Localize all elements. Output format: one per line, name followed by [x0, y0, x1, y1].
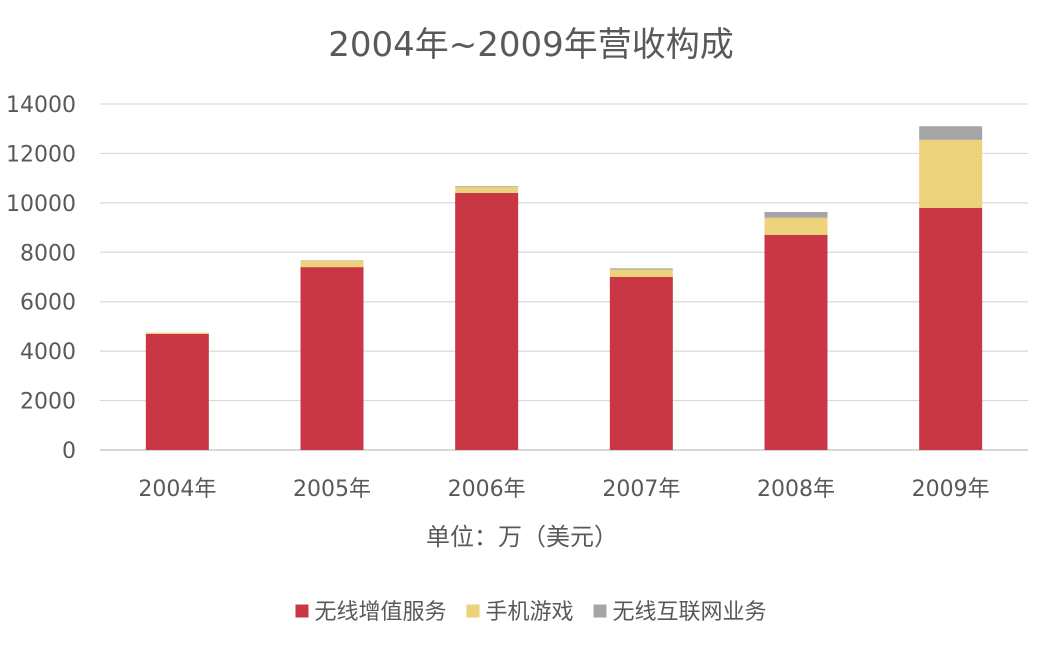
y-tick-label: 12000: [6, 142, 76, 167]
x-tick-label: 2006年: [448, 477, 526, 502]
legend-swatch: [466, 605, 479, 618]
bar-segment-series-2-cat-2: [455, 186, 518, 187]
legend-label: 手机游戏: [485, 600, 573, 625]
legend: 无线增值服务 手机游戏 无线互联网业务: [295, 600, 766, 625]
x-axis-label: 单位：万（美元）: [426, 523, 618, 551]
bar-segment-series-0-cat-1: [301, 267, 364, 450]
x-tick-label: 2008年: [757, 477, 835, 502]
bar-segment-series-1-cat-0: [146, 333, 209, 334]
x-tick-label: 2007年: [602, 477, 680, 502]
y-tick-label: 6000: [20, 291, 76, 316]
y-tick-label: 2000: [20, 390, 76, 415]
bar-segment-series-2-cat-5: [919, 126, 982, 140]
x-tick-label: 2009年: [912, 477, 990, 502]
bar-segment-series-0-cat-0: [146, 334, 209, 450]
legend-label: 无线互联网业务: [613, 600, 767, 625]
y-tick-label: 0: [62, 439, 76, 464]
bar-segment-series-2-cat-4: [765, 212, 828, 218]
bar-segment-series-1-cat-1: [301, 261, 364, 267]
bar-segment-series-0-cat-4: [765, 235, 828, 450]
bar-segment-series-1-cat-4: [765, 218, 828, 235]
x-axis-ticks: 2004年 2005年 2006年 2007年 2008年 2009年: [138, 477, 989, 502]
gridlines: [100, 104, 1028, 450]
legend-swatch: [295, 605, 308, 618]
y-tick-label: 10000: [6, 192, 76, 217]
legend-swatch: [594, 605, 607, 618]
y-axis-ticks: 0 2000 4000 6000 8000 10000 12000 14000: [6, 93, 76, 464]
bar-segment-series-1-cat-2: [455, 187, 518, 193]
x-tick-label: 2004年: [138, 477, 216, 502]
chart-title: 2004年~2009年营收构成: [328, 25, 734, 65]
y-tick-label: 8000: [20, 241, 76, 266]
legend-label: 无线增值服务: [314, 600, 446, 625]
bar-segment-series-0-cat-3: [610, 277, 673, 450]
bar-segment-series-0-cat-5: [919, 208, 982, 450]
bar-segment-series-1-cat-3: [610, 270, 673, 277]
bar-segment-series-0-cat-2: [455, 193, 518, 450]
y-tick-label: 4000: [20, 340, 76, 365]
bar-segment-series-1-cat-5: [919, 140, 982, 208]
bars: [146, 126, 982, 450]
x-tick-label: 2005年: [293, 477, 371, 502]
bar-segment-series-2-cat-3: [610, 268, 673, 269]
y-tick-label: 14000: [6, 93, 76, 118]
